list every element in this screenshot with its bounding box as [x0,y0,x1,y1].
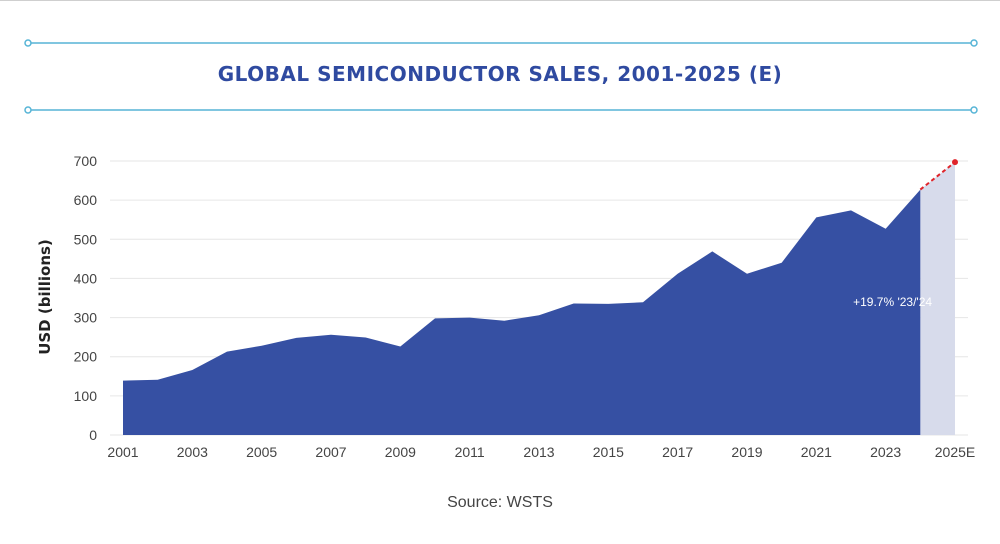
area-layer [123,159,958,435]
y-tick-700: 700 [74,153,98,169]
y-tick-labels: 0 100 200 300 400 500 600 700 [74,153,98,443]
top-rule-right-dot [970,39,978,47]
top-border [0,0,1000,1]
top-rule-left-dot [24,39,32,47]
x-tick-2001: 2001 [107,444,138,460]
x-tick-2021: 2021 [801,444,832,460]
y-tick-200: 200 [74,349,98,365]
x-tick-2025E: 2025E [935,444,975,460]
x-tick-2009: 2009 [385,444,416,460]
source-note: Source: WSTS [447,494,553,511]
y-tick-400: 400 [74,270,98,286]
x-tick-2007: 2007 [315,444,346,460]
x-tick-2011: 2011 [455,444,485,460]
x-tick-2019: 2019 [731,444,762,460]
x-tick-2003: 2003 [177,444,208,460]
y-tick-600: 600 [74,192,98,208]
x-tick-2013: 2013 [523,444,554,460]
x-tick-2017: 2017 [662,444,693,460]
projection-point [952,159,958,166]
x-tick-2005: 2005 [246,444,277,460]
projection-line [919,161,956,191]
bottom-rule-left-dot [24,106,32,114]
y-tick-300: 300 [74,310,98,326]
bottom-rule-right-dot [970,106,978,114]
y-tick-100: 100 [74,388,98,404]
projection-area [920,162,955,435]
sales-area [123,189,921,435]
y-axis-label: USD (billions) [36,239,54,355]
y-tick-500: 500 [74,231,98,247]
x-tick-2023: 2023 [870,444,901,460]
chart-title: GLOBAL SEMICONDUCTOR SALES, 2001-2025 (E… [217,62,783,86]
x-tick-2015: 2015 [593,444,624,460]
x-tick-labels: 2001 2003 2005 2007 2009 2011 2013 2015 2017 2019… [107,444,975,460]
y-tick-0: 0 [89,427,97,443]
growth-annotation: +19.7% '23/'24 [853,295,932,309]
